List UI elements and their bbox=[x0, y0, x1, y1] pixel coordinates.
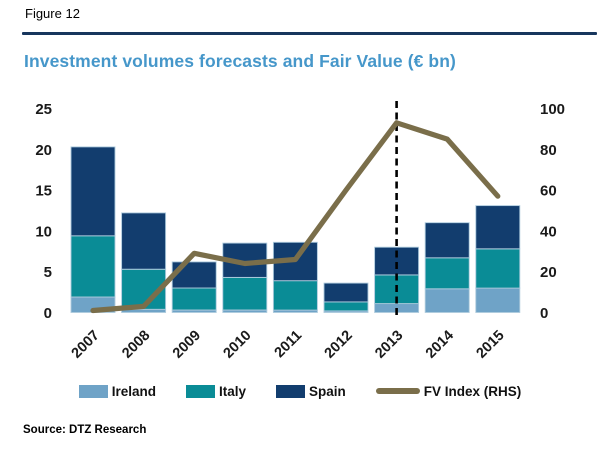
bar-segment-italy-2009 bbox=[171, 287, 217, 311]
left-axis-tick: 0 bbox=[44, 305, 52, 322]
bar-segment-spain-2014 bbox=[424, 222, 470, 259]
legend-item-italy: Italy bbox=[185, 383, 246, 399]
bar-segment-italy-2012 bbox=[323, 301, 369, 312]
bar-segment-italy-2015 bbox=[475, 248, 521, 289]
chart-canvas: 0 5 10 15 20 25 0 20 40 60 80 100 2007 2008 2009 2010 20… bbox=[35, 101, 565, 362]
right-axis-tick: 0 bbox=[540, 305, 548, 322]
ireland-swatch-icon bbox=[78, 384, 108, 398]
source-credit: Source: DTZ Research bbox=[23, 424, 147, 436]
x-axis-year-label: 2011 bbox=[272, 328, 306, 362]
legend-label-italy: Italy bbox=[218, 383, 246, 399]
chart-title: Investment volumes forecasts and Fair Va… bbox=[24, 51, 456, 71]
legend-item-ireland: Ireland bbox=[78, 383, 156, 399]
bar-segment-spain-2008 bbox=[121, 212, 167, 270]
figure-label: Figure 12 bbox=[25, 6, 80, 21]
legend-item-fv-index: FV Index (RHS) bbox=[375, 383, 522, 399]
italy-swatch-icon bbox=[185, 384, 215, 398]
bar-segment-spain-2012 bbox=[323, 282, 369, 303]
fv-index-line-swatch-icon bbox=[375, 388, 420, 394]
right-axis-tick: 60 bbox=[540, 183, 557, 200]
bar-segment-italy-2014 bbox=[424, 257, 470, 290]
bar-segment-spain-2007 bbox=[70, 146, 116, 237]
bar-segment-italy-2010 bbox=[222, 276, 268, 311]
left-axis-tick: 25 bbox=[35, 101, 52, 118]
right-axis-tick: 20 bbox=[540, 264, 557, 281]
x-axis-year-label: 2007 bbox=[69, 328, 103, 362]
x-axis-year-label: 2012 bbox=[322, 328, 356, 362]
x-axis-year-label: 2014 bbox=[423, 328, 457, 362]
right-axis-tick: 80 bbox=[540, 142, 557, 159]
fv-index-line bbox=[90, 120, 501, 314]
x-axis-year-label: 2010 bbox=[220, 328, 254, 362]
left-axis-tick: 15 bbox=[35, 183, 52, 200]
left-axis-tick: 5 bbox=[44, 264, 52, 281]
left-axis-tick: 20 bbox=[35, 142, 52, 159]
legend-item-spain: Spain bbox=[276, 384, 346, 399]
right-axis-tick: 100 bbox=[540, 101, 565, 118]
bar-segment-italy-2007 bbox=[70, 235, 116, 298]
bar-segment-ireland-2010 bbox=[222, 309, 268, 313]
x-axis-year-label: 2009 bbox=[170, 328, 204, 362]
bar-segment-ireland-2015 bbox=[475, 287, 521, 313]
spain-swatch-icon bbox=[276, 384, 305, 398]
chart-legend: Ireland Italy Spain FV Index (RHS) bbox=[0, 381, 600, 401]
bar-segment-italy-2011 bbox=[272, 280, 318, 311]
bar-segment-spain-2015 bbox=[475, 205, 521, 250]
legend-label-ireland: Ireland bbox=[111, 383, 156, 399]
bar-segment-ireland-2014 bbox=[424, 288, 470, 313]
legend-label-spain: Spain bbox=[309, 383, 346, 399]
left-axis-tick: 10 bbox=[35, 223, 52, 240]
x-axis-year-label: 2015 bbox=[473, 328, 507, 362]
right-axis-tick: 40 bbox=[540, 223, 557, 240]
header-rule bbox=[22, 32, 597, 35]
x-axis-year-label: 2008 bbox=[119, 328, 153, 362]
x-axis-year-label: 2013 bbox=[372, 328, 406, 362]
bar-segment-ireland-2009 bbox=[171, 309, 217, 313]
legend-label-fv-index: FV Index (RHS) bbox=[423, 383, 522, 399]
